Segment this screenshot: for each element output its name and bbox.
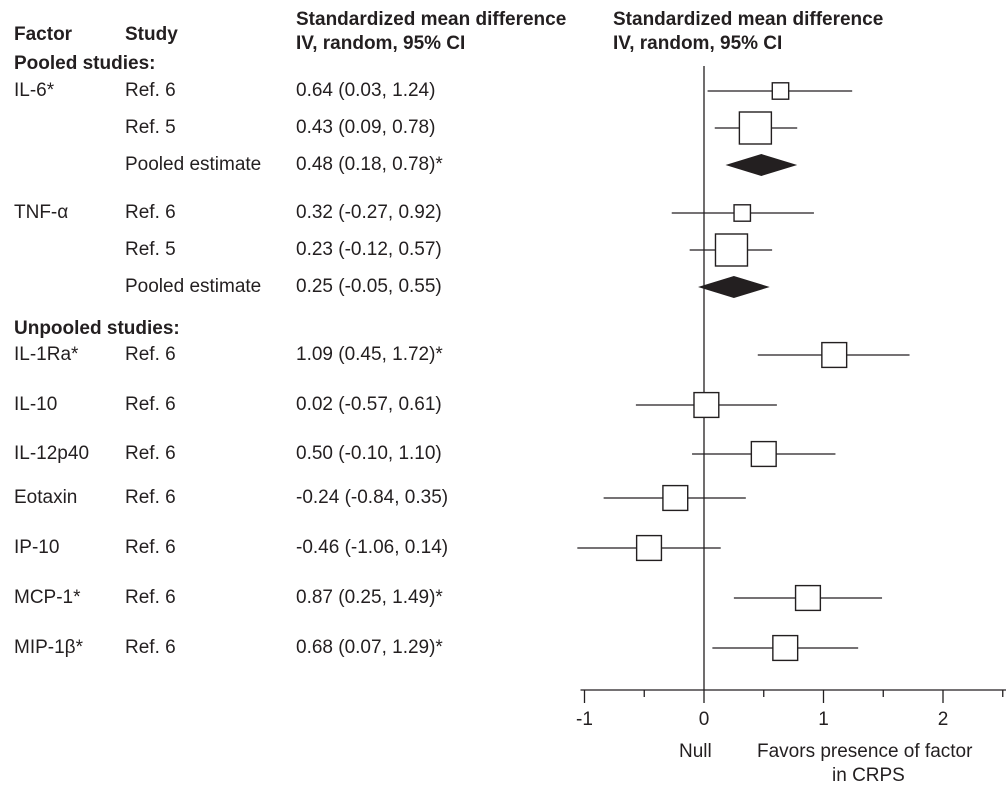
row-factor: IL-12p40 <box>14 443 90 464</box>
row-study: Ref. 6 <box>125 587 176 608</box>
unpooled-studies-header: Unpooled studies: <box>14 318 180 339</box>
row-factor: MIP-1β* <box>14 637 83 658</box>
row-study: Ref. 6 <box>125 637 176 658</box>
factor-column-header: Factor <box>14 24 73 45</box>
row-factor: MCP-1* <box>14 587 81 608</box>
plot-column-header-line2: IV, random, 95% CI <box>613 33 783 54</box>
point-estimate-square <box>771 82 790 100</box>
row-effect-text: 0.48 (0.18, 0.78)* <box>296 154 443 175</box>
x-axis-tick-label: -1 <box>576 709 593 730</box>
row-study: Ref. 6 <box>125 202 176 223</box>
point-estimate-square <box>635 534 663 562</box>
row-effect-text: 0.64 (0.03, 1.24) <box>296 80 436 101</box>
x-axis-tick-label: 1 <box>818 709 829 730</box>
row-effect-text: 0.87 (0.25, 1.49)* <box>296 587 443 608</box>
row-study: Ref. 6 <box>125 80 176 101</box>
effect-column-header-line1: Standardized mean difference <box>296 9 567 30</box>
row-factor: IL-10 <box>14 394 58 415</box>
pooled-estimate-diamond <box>698 276 770 298</box>
x-axis-tick-label: 2 <box>938 709 949 730</box>
pooled-estimate-diamond <box>725 154 798 176</box>
row-effect-text: 0.50 (-0.10, 1.10) <box>296 443 442 464</box>
point-estimate-square <box>662 484 689 512</box>
point-estimate-square <box>738 111 773 145</box>
point-estimate-square <box>772 634 799 662</box>
row-effect-text: 0.02 (-0.57, 0.61) <box>296 394 442 415</box>
row-study: Pooled estimate <box>125 276 262 297</box>
point-estimate-square <box>714 233 749 267</box>
row-effect-text: 0.32 (-0.27, 0.92) <box>296 202 442 223</box>
row-effect-text: -0.46 (-1.06, 0.14) <box>296 537 449 558</box>
row-effect-text: 0.43 (0.09, 0.78) <box>296 117 436 138</box>
row-effect-text: 0.68 (0.07, 1.29)* <box>296 637 443 658</box>
row-factor: Eotaxin <box>14 487 78 508</box>
favors-label-line2: in CRPS <box>832 765 905 786</box>
row-effect-text: 0.25 (-0.05, 0.55) <box>296 276 442 297</box>
row-study: Ref. 6 <box>125 443 176 464</box>
row-study: Ref. 6 <box>125 394 176 415</box>
row-study: Ref. 6 <box>125 487 176 508</box>
plot-column-header-line1: Standardized mean difference <box>613 9 884 30</box>
row-study: Ref. 5 <box>125 117 176 138</box>
point-estimate-square <box>821 341 848 369</box>
row-study: Ref. 6 <box>125 537 176 558</box>
row-factor: IL-1Ra* <box>14 344 79 365</box>
row-factor: TNF-α <box>14 202 69 223</box>
point-estimate-square <box>693 391 720 419</box>
null-label: Null <box>679 741 712 762</box>
row-effect-text: -0.24 (-0.84, 0.35) <box>296 487 449 508</box>
effect-column-header-line2: IV, random, 95% CI <box>296 33 466 54</box>
point-estimate-square <box>750 440 777 468</box>
study-column-header: Study <box>125 24 178 45</box>
pooled-studies-header: Pooled studies: <box>14 53 156 74</box>
row-study: Ref. 6 <box>125 344 176 365</box>
row-study: Ref. 5 <box>125 239 176 260</box>
row-effect-text: 0.23 (-0.12, 0.57) <box>296 239 442 260</box>
favors-label-line1: Favors presence of factor <box>757 741 973 762</box>
row-factor: IP-10 <box>14 537 60 558</box>
point-estimate-square <box>794 584 822 612</box>
x-axis-tick-label: 0 <box>699 709 710 730</box>
point-estimate-square <box>733 204 752 222</box>
row-effect-text: 1.09 (0.45, 1.72)* <box>296 344 443 365</box>
row-study: Pooled estimate <box>125 154 262 175</box>
row-factor: IL-6* <box>14 80 55 101</box>
